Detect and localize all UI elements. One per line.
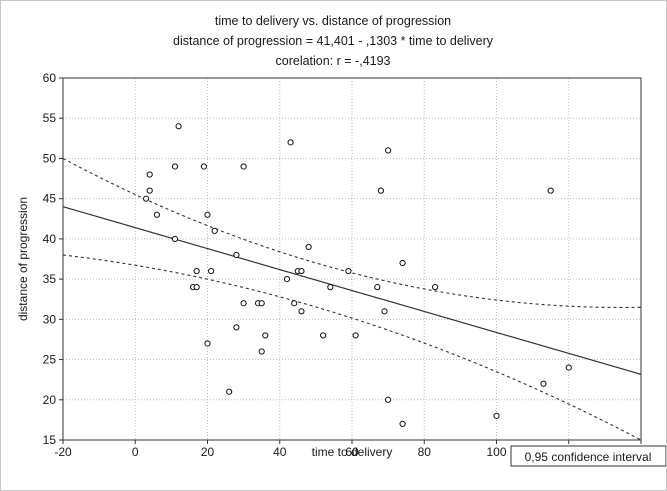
data-point [233, 324, 240, 331]
x-tick-label: 20 [201, 445, 215, 459]
y-axis-label: distance of progression [16, 197, 30, 321]
data-point [352, 332, 359, 339]
data-point [171, 235, 179, 242]
regression-equation: distance of progression = 41,401 - ,1303… [173, 34, 494, 48]
x-tick-label: 60 [345, 445, 359, 459]
data-point [193, 284, 200, 291]
data-point [431, 284, 439, 291]
y-tick-label: 60 [43, 71, 57, 85]
data-point [493, 412, 500, 419]
data-point [226, 388, 233, 395]
data-point [193, 267, 200, 275]
y-tick-label: 15 [43, 433, 57, 447]
data-point [298, 267, 305, 275]
fit-line [62, 206, 642, 375]
data-point [385, 396, 392, 403]
data-point [320, 332, 327, 339]
x-tick-label: 0 [132, 445, 139, 459]
data-point [399, 420, 406, 428]
data-point [327, 284, 334, 291]
data-point [258, 348, 265, 355]
data-point [377, 187, 384, 194]
data-points [142, 123, 572, 428]
data-point [540, 380, 547, 387]
data-point [345, 267, 352, 275]
data-point [399, 259, 406, 267]
y-axis-ticks: 15 20 25 30 35 40 45 50 55 60 [43, 71, 63, 447]
data-point [146, 171, 153, 178]
data-point [233, 251, 240, 259]
y-tick-label: 40 [43, 232, 57, 246]
data-point [291, 300, 298, 307]
data-point [240, 163, 247, 170]
legend-label: 0,95 confidence interval [525, 450, 652, 464]
data-point [385, 147, 392, 154]
data-point [381, 308, 388, 315]
correlation-text: corelation: r = -,4193 [276, 54, 391, 68]
x-tick-label: -20 [54, 445, 72, 459]
x-tick-label: 40 [273, 445, 287, 459]
data-point [171, 163, 179, 170]
data-point [200, 163, 207, 170]
chart-title: time to delivery vs. distance of progres… [215, 14, 451, 28]
y-tick-label: 45 [43, 192, 57, 206]
data-point [258, 300, 265, 307]
data-point [208, 267, 215, 275]
confidence-band [62, 157, 642, 441]
y-tick-label: 35 [43, 272, 57, 286]
data-point [240, 300, 247, 307]
y-tick-label: 25 [43, 353, 57, 367]
data-point [283, 276, 291, 283]
data-point [211, 227, 218, 234]
confidence-lower-curve [62, 254, 642, 441]
regression-line [62, 206, 642, 375]
data-point [547, 187, 554, 194]
data-point [565, 364, 572, 371]
legend-box [510, 445, 666, 467]
data-point [175, 123, 182, 130]
data-point [204, 211, 211, 218]
data-point [262, 332, 269, 339]
y-tick-label: 50 [43, 151, 57, 165]
data-point [204, 340, 211, 347]
data-point [146, 187, 153, 194]
data-point [287, 139, 294, 146]
y-tick-label: 55 [43, 111, 57, 125]
x-axis-label: time to delivery [312, 445, 393, 459]
y-tick-label: 20 [43, 393, 57, 407]
data-point [142, 195, 150, 202]
data-point [153, 211, 161, 218]
y-tick-label: 30 [43, 312, 57, 326]
data-point [298, 308, 305, 315]
data-point [305, 243, 312, 251]
data-point [374, 284, 381, 291]
grid [63, 78, 641, 440]
x-tick-label: 80 [418, 445, 432, 459]
x-tick-label: 100 [486, 445, 506, 459]
